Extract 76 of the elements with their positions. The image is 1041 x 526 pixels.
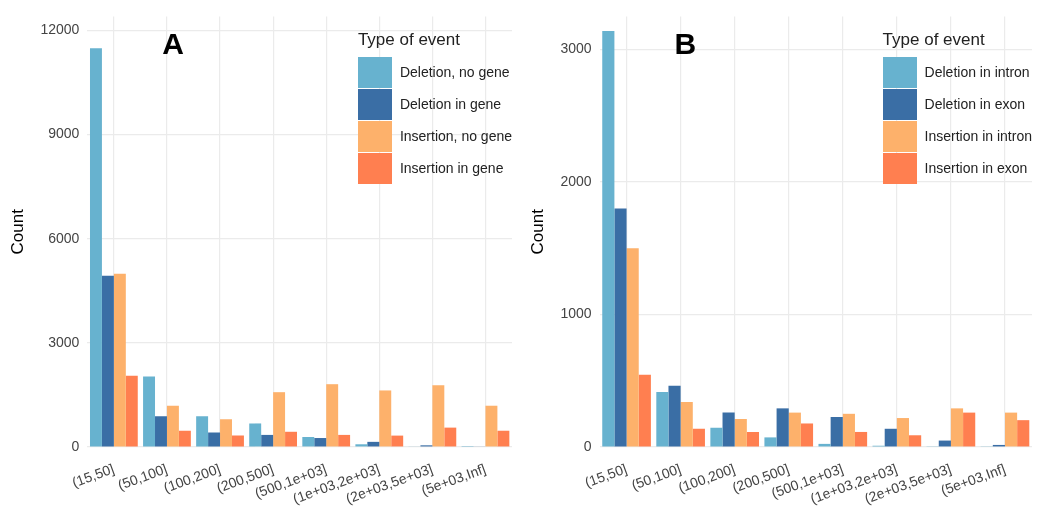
bar (196, 416, 209, 447)
bar (261, 434, 274, 447)
annotation: B (674, 26, 697, 60)
bar (602, 30, 615, 447)
bar (314, 438, 327, 447)
y-tick-label: 3000 (48, 333, 80, 350)
bar (950, 408, 964, 447)
annotation: A (162, 26, 184, 60)
bar (391, 435, 404, 447)
bar (764, 437, 777, 447)
bar (668, 385, 681, 447)
bar (776, 408, 789, 447)
bar (220, 419, 232, 447)
legend-label: Deletion in intron (924, 64, 1030, 80)
bar (113, 273, 126, 447)
bar (1017, 420, 1030, 447)
legend-label: Deletion in gene (399, 96, 502, 112)
legend-title: Type of event (357, 30, 461, 50)
y-tick-label: 9000 (48, 125, 80, 142)
bar (638, 374, 651, 447)
bar (734, 419, 747, 447)
bar (208, 432, 221, 447)
bar (285, 431, 298, 447)
legend-label: Insertion in intron (924, 128, 1032, 144)
bar (626, 248, 639, 447)
bar (710, 427, 723, 447)
bar (909, 435, 922, 447)
bar (178, 430, 191, 447)
bar (444, 427, 457, 447)
bar (884, 428, 897, 447)
bar (273, 392, 286, 447)
bar (485, 405, 498, 447)
bar (143, 376, 156, 447)
bar (854, 431, 868, 447)
bar (125, 375, 138, 447)
bar (800, 423, 814, 447)
bar (89, 48, 102, 447)
bar (722, 412, 735, 447)
bar (614, 208, 627, 447)
bar (101, 275, 114, 447)
bar (302, 436, 315, 447)
y-tick-label: 6000 (48, 229, 80, 246)
bar (249, 423, 262, 447)
bar (1004, 412, 1018, 447)
y-tick-label: 3000 (560, 40, 592, 57)
bar (830, 416, 843, 447)
y-axis-title: Count (7, 208, 27, 255)
legend-label: Deletion in exon (924, 96, 1025, 112)
legend-title: Type of event (882, 30, 986, 50)
y-tick-label: 12000 (40, 21, 80, 38)
bar (963, 412, 976, 447)
legend-label: Insertion, no gene (399, 128, 512, 144)
bar (746, 431, 760, 447)
bar (842, 413, 855, 447)
y-axis-title: Count (527, 208, 547, 255)
legend-label: Insertion in exon (924, 160, 1028, 176)
bar (788, 412, 801, 447)
bar (896, 418, 910, 447)
y-tick-label: 0 (583, 437, 592, 454)
y-tick-label: 1000 (560, 305, 592, 322)
legend-label: Deletion, no gene (399, 64, 510, 80)
bar (338, 434, 351, 447)
bar (231, 435, 244, 447)
bar (680, 402, 693, 447)
bar (432, 385, 445, 447)
y-tick-label: 0 (71, 437, 80, 454)
bar (326, 384, 339, 447)
bar (166, 405, 179, 447)
bar (379, 390, 392, 447)
bar (656, 392, 669, 447)
y-tick-label: 2000 (560, 172, 592, 189)
legend-label: Insertion in gene (399, 160, 504, 176)
bar (155, 416, 167, 447)
bar (497, 430, 510, 447)
bar (355, 444, 368, 447)
bar (692, 428, 705, 447)
